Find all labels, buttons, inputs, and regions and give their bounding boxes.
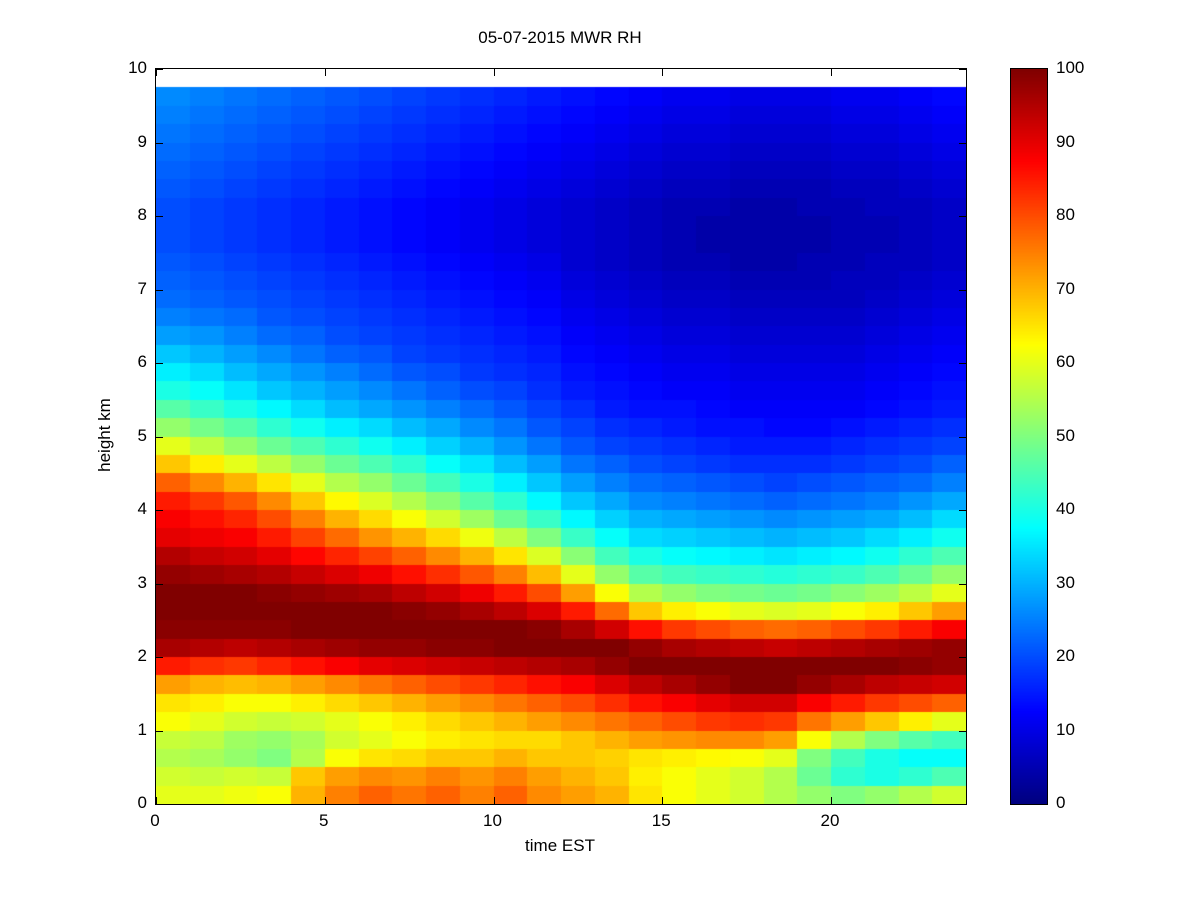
chart-title: 05-07-2015 MWR RH <box>478 28 642 47</box>
y-tick-mark <box>959 804 966 805</box>
y-tick-mark <box>959 510 966 511</box>
y-tick-mark <box>156 289 163 291</box>
colorbar-tick-label: 90 <box>1056 131 1075 151</box>
y-tick-mark <box>156 804 163 805</box>
x-tick-mark <box>831 69 832 76</box>
y-tick-mark <box>959 142 966 144</box>
y-tick-mark <box>156 510 163 511</box>
y-tick-label: 0 <box>137 793 147 812</box>
y-tick-mark <box>959 583 966 585</box>
colorbar-tick-label: 100 <box>1056 58 1085 77</box>
x-tick-mark <box>156 797 157 804</box>
y-tick-mark <box>959 657 966 658</box>
x-tick-mark <box>324 69 326 76</box>
colorbar-tick-label: 50 <box>1056 425 1075 445</box>
colorbar-tick-label: 40 <box>1056 499 1075 518</box>
y-tick-mark <box>156 436 163 438</box>
x-tick-label: 0 <box>150 811 160 830</box>
y-tick-mark <box>156 657 163 658</box>
y-tick-mark <box>156 583 163 585</box>
colorbar-tick-label: 0 <box>1056 793 1066 812</box>
heatmap-canvas <box>156 69 966 804</box>
y-tick-label: 5 <box>137 425 147 445</box>
y-tick-label: 8 <box>137 205 147 224</box>
x-tick-mark <box>493 797 495 804</box>
x-tick-label: 20 <box>820 811 840 830</box>
y-tick-label: 7 <box>137 278 147 298</box>
colorbar-tick-label: 30 <box>1056 572 1075 592</box>
x-tick-mark <box>324 797 326 804</box>
y-tick-mark <box>156 69 163 70</box>
x-tick-label: 15 <box>651 811 671 830</box>
x-tick-mark <box>662 797 664 804</box>
x-tick-label: 10 <box>483 811 502 830</box>
colorbar-tick-label: 60 <box>1056 352 1075 371</box>
y-tick-mark <box>959 436 966 438</box>
x-tick-label: 5 <box>319 811 329 830</box>
y-tick-mark <box>156 363 163 364</box>
y-tick-label: 1 <box>137 719 147 739</box>
colorbar <box>1010 68 1048 805</box>
y-tick-mark <box>959 69 966 70</box>
y-tick-label: 9 <box>137 131 147 151</box>
y-tick-label: 3 <box>137 572 147 592</box>
colorbar-tick-label: 80 <box>1056 205 1075 224</box>
y-tick-label: 4 <box>137 499 147 518</box>
x-tick-mark <box>831 797 832 804</box>
y-tick-label: 10 <box>128 58 147 77</box>
y-tick-label: 2 <box>137 646 147 665</box>
x-axis-label: time EST <box>525 836 595 855</box>
x-tick-mark <box>156 69 157 76</box>
colorbar-tick-label: 70 <box>1056 278 1075 298</box>
y-tick-mark <box>156 216 163 217</box>
y-tick-label: 6 <box>137 352 147 371</box>
y-tick-mark <box>156 730 163 732</box>
y-tick-mark <box>156 142 163 144</box>
y-tick-mark <box>959 730 966 732</box>
x-tick-mark <box>662 69 664 76</box>
y-tick-mark <box>959 289 966 291</box>
y-tick-mark <box>959 363 966 364</box>
colorbar-tick-label: 10 <box>1056 719 1075 739</box>
y-tick-mark <box>959 216 966 217</box>
x-tick-mark <box>493 69 495 76</box>
plot-area <box>155 68 967 805</box>
colorbar-canvas <box>1011 69 1047 804</box>
colorbar-tick-label: 20 <box>1056 646 1075 665</box>
